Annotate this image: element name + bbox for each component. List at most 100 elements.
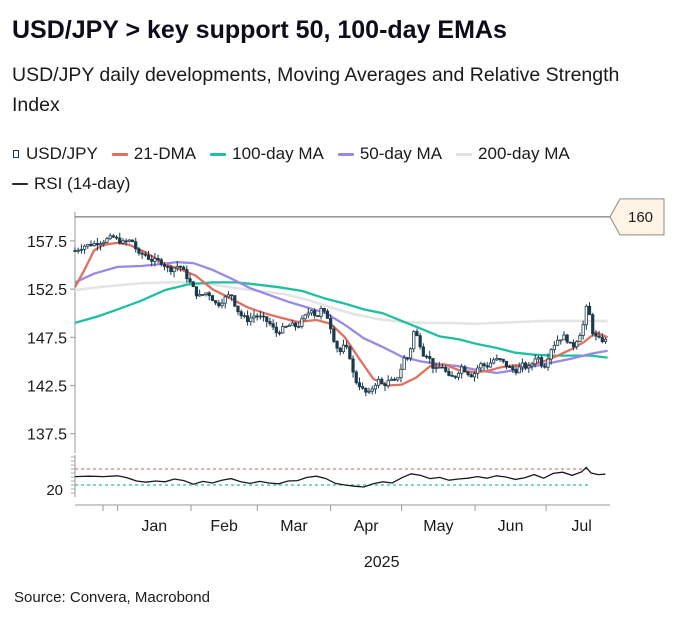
candle-body [392,378,397,381]
candle-body [127,239,131,242]
x-axis-tick-label: Jun [498,518,524,535]
candle-body [431,358,435,369]
reference-label-box [609,198,665,236]
price-y-tick-label: 152.5 [27,282,67,299]
rsi-y-tick-label: 20 [46,482,63,499]
candle-body [539,357,544,367]
candle-body [389,378,393,382]
candle-body [114,236,119,239]
candle-body [399,368,403,379]
candle-body [351,358,355,373]
candle-body [524,362,528,369]
candle-body [456,372,461,378]
legend-swatch-21dma [111,152,128,156]
candle-body [178,265,183,268]
candle-body [383,383,387,387]
candle-body [600,336,604,343]
price-y-ticks: 157.5 152.5 147.5 142.5 137.5 [27,234,75,444]
candle-body [255,315,259,318]
candle-body [325,310,330,319]
legend-label-rsi: RSI (14-day) [34,174,131,193]
rsi-minor-ticks [71,456,75,494]
candle-body [258,315,262,318]
candle-body [252,315,256,319]
candle-body [242,315,246,318]
candle-body [444,366,448,372]
candle-body [153,257,157,262]
candle-body [284,325,288,328]
candle-body [108,235,112,240]
candle-body [245,315,250,323]
chart-subtitle: USD/JPY daily developments, Moving Avera… [12,64,620,116]
candle-body [239,311,243,317]
candle-body [274,326,278,334]
candle-body [466,371,470,376]
candle-body [338,347,342,353]
legend-item-100ma: 100-day MA [210,144,324,164]
candle-body [412,331,416,350]
candle-body [386,380,390,387]
candle-body [281,326,285,334]
candle-body [309,310,314,314]
legend-label-200ma: 200-day MA [478,144,570,163]
candle-body [597,335,601,338]
candle-body [463,366,467,373]
candle-body [233,295,237,307]
candle-body [146,254,151,260]
candle-body [89,243,93,247]
source-note: Source: Convera, Macrobond [14,589,210,606]
candle-body [434,367,438,370]
candle-body [194,286,199,297]
candle-body [335,341,339,349]
candle-body [226,294,230,298]
series-100-day-ma [74,281,608,359]
legend-item-50ma: 50-day MA [337,144,443,164]
candle-body [92,243,96,247]
series-usdjpy-candles [73,232,608,397]
series-200-day-ma [74,281,608,326]
legend-swatch-100ma [210,152,227,156]
candle-body [319,308,323,317]
candle-body [341,344,346,353]
legend-label-50ma: 50-day MA [359,144,443,163]
candle-body [198,294,202,297]
price-y-tick-label: 142.5 [27,379,67,396]
candle-body [428,356,432,359]
candle-body [143,253,147,256]
x-axis-tick-label: Jan [141,518,167,535]
candle-body [348,346,352,360]
candle-body [488,362,493,368]
candle-body [182,266,186,270]
candle-body [118,237,122,244]
candle-body [354,371,358,384]
candle-body [396,377,400,381]
candle-body [265,316,269,322]
candle-body [159,259,163,265]
x-axis-year-label: 2025 [364,554,400,571]
candle-body [185,269,189,280]
legend-swatch-200ma [456,152,473,156]
candle-body [137,248,141,254]
candle-body [530,363,534,367]
candle-body [520,362,525,368]
candle-body [418,335,422,348]
x-axis: Jan Feb Mar Apr May Jun Jul 2025 [75,504,610,571]
candle-body [370,388,374,392]
candle-body [316,315,320,318]
candle-body [95,243,99,246]
series-rsi-14-day [74,466,606,488]
candle-body [408,348,413,359]
candle-body [175,265,179,269]
price-y-tick-label: 157.5 [27,234,67,251]
candle-body [303,314,307,320]
candle-body [495,358,499,361]
candle-body [514,369,518,374]
candle-body [293,322,298,328]
candle-body [236,305,240,313]
candle-body [121,240,125,244]
legend-label-usdjpy: USD/JPY [26,144,98,163]
candle-body [73,250,77,252]
candle-body [437,366,441,369]
candle-body [287,324,291,327]
legend-label-21dma: 21-DMA [133,144,197,163]
